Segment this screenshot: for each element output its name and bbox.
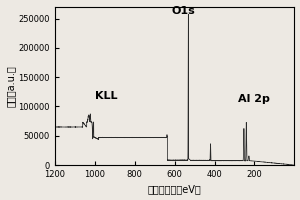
Text: O1s: O1s: [172, 6, 195, 16]
Text: KLL: KLL: [95, 91, 118, 101]
Text: Al 2p: Al 2p: [238, 94, 269, 104]
X-axis label: 电子结合能（eV）: 电子结合能（eV）: [148, 184, 201, 194]
Y-axis label: 强度（a.u.）: 强度（a.u.）: [6, 65, 16, 107]
